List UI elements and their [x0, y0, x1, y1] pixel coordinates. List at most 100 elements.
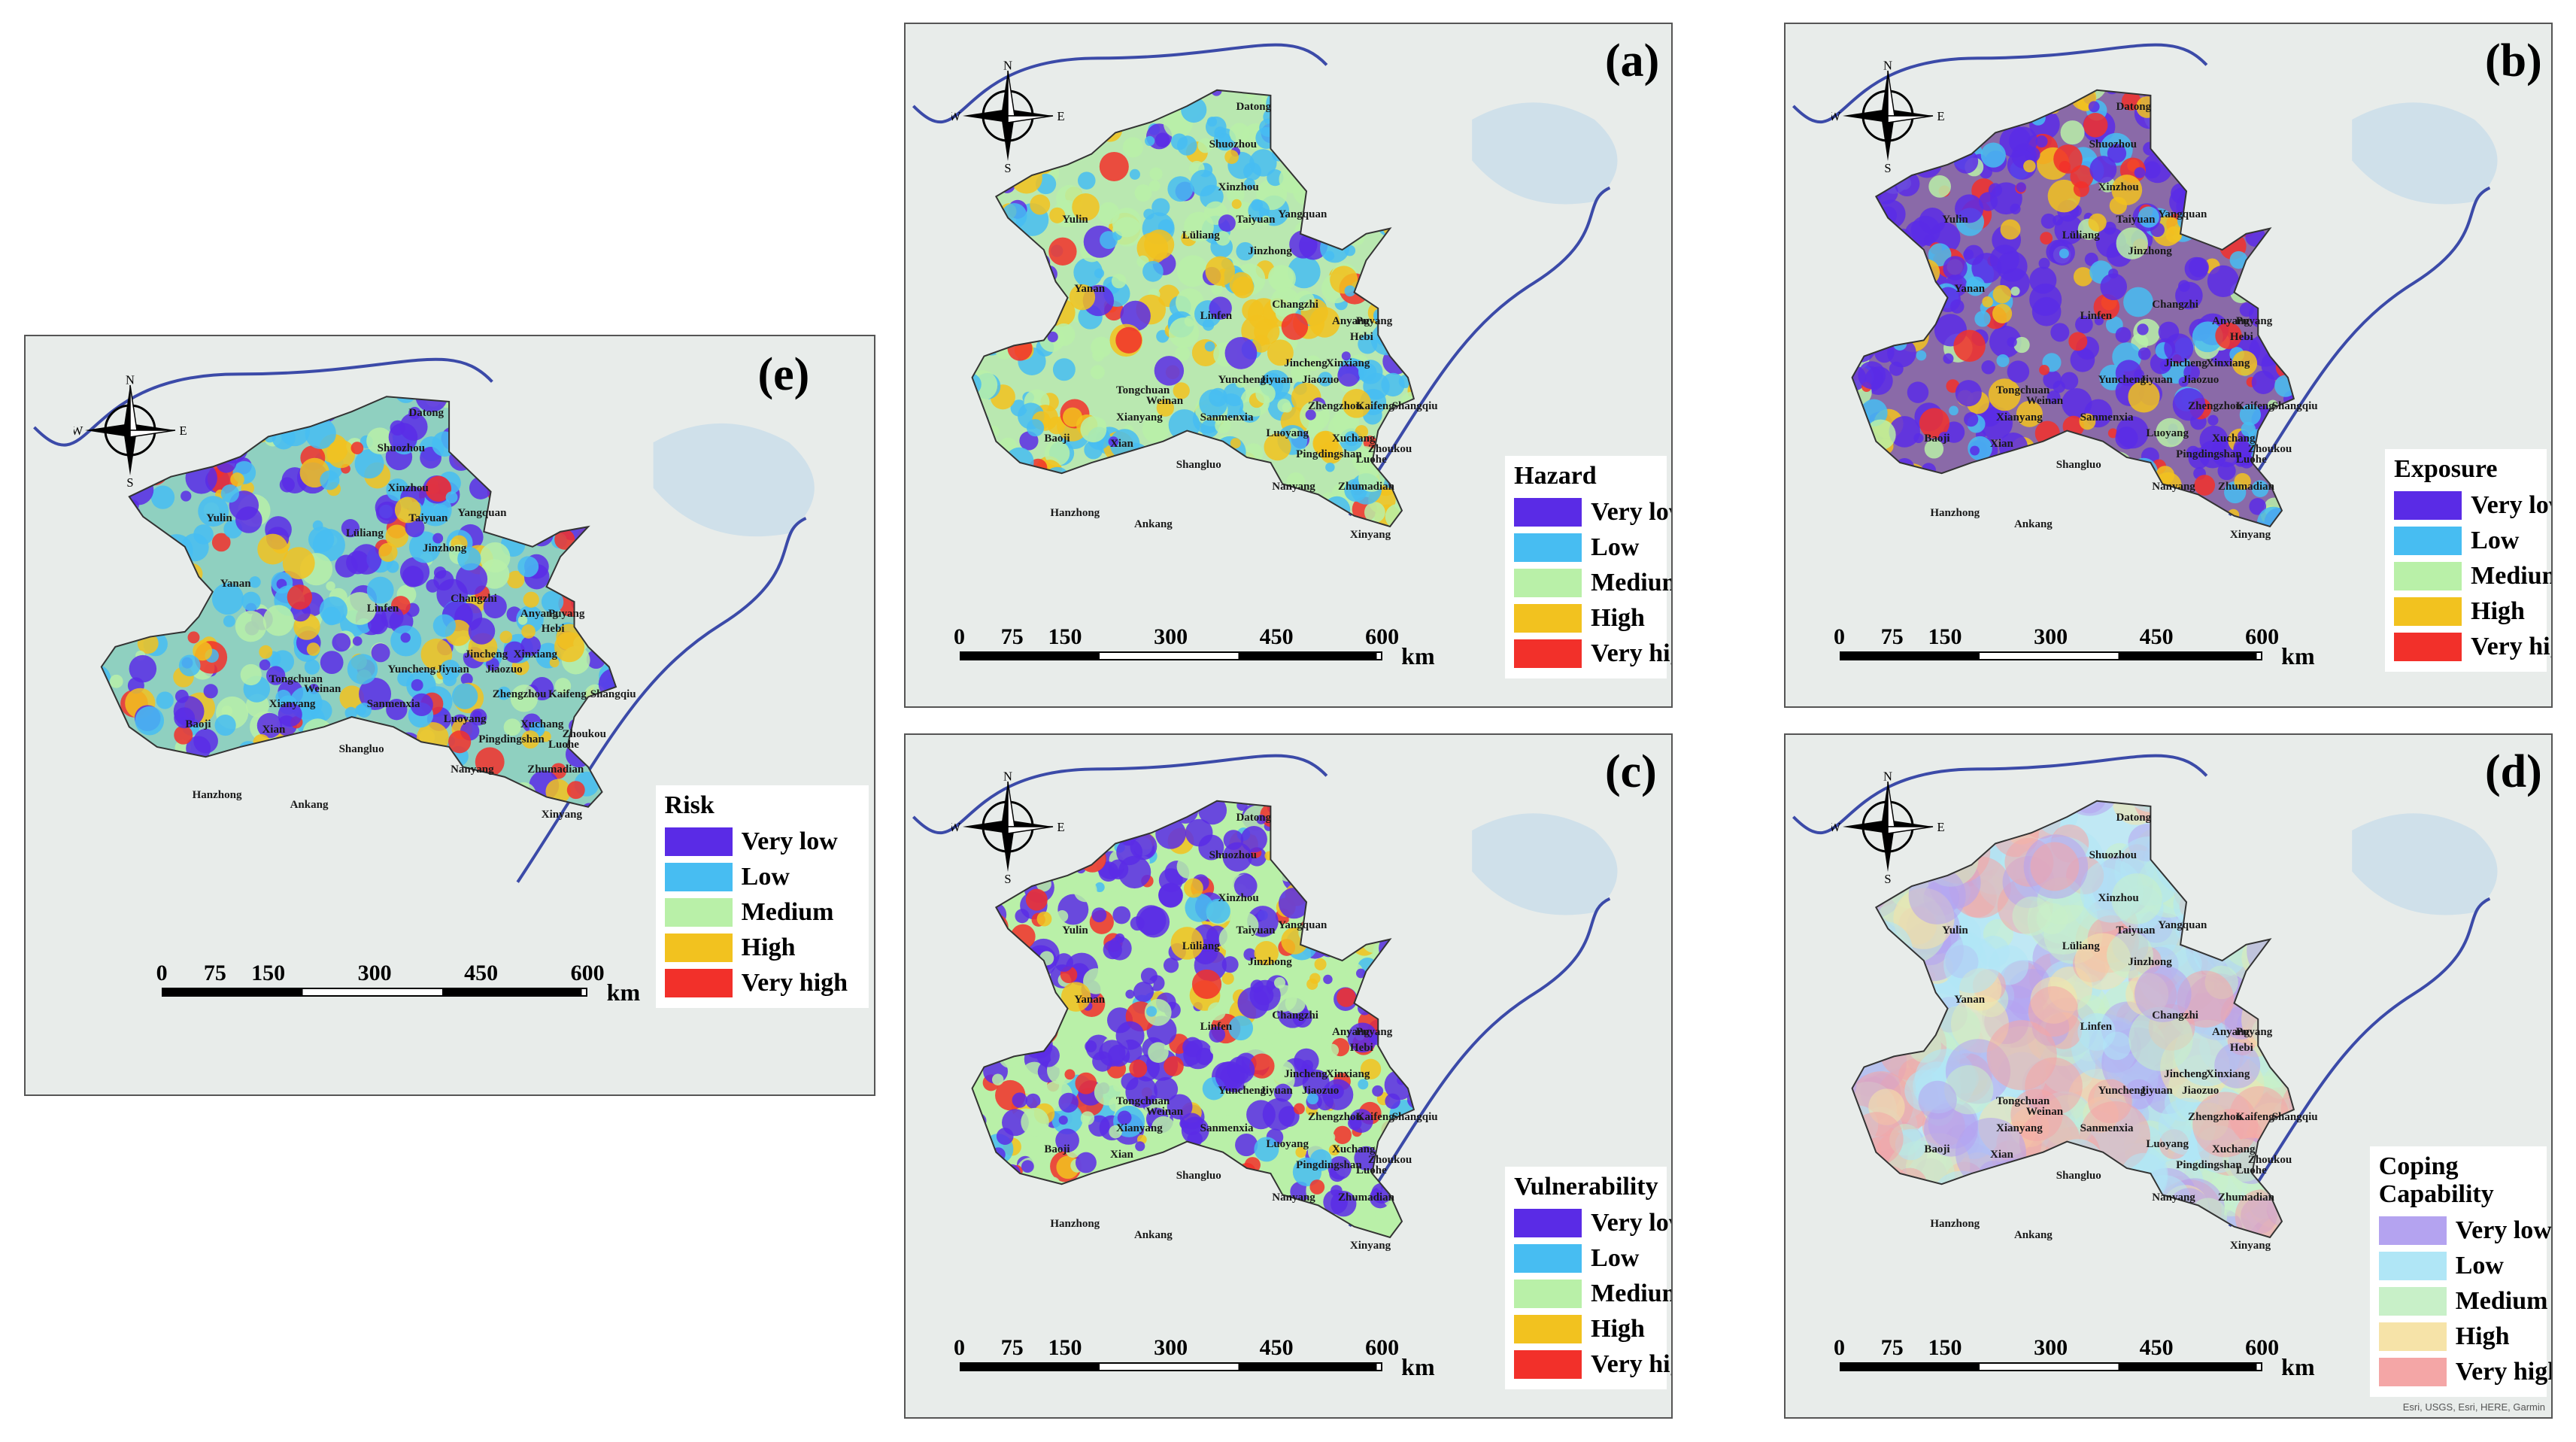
legend-label: Medium [2471, 561, 2551, 590]
city-label: Datong [408, 406, 445, 419]
city-label: Kaifeng [2235, 400, 2274, 413]
scale-bar-graphic [959, 1362, 1382, 1372]
map-canvas [906, 735, 1671, 1417]
city-label: Jincheng [464, 648, 508, 660]
legend-item: Very high [2394, 629, 2551, 664]
city-label: Yuncheng [1218, 373, 1267, 386]
svg-text:S: S [1004, 872, 1011, 883]
legend-item: High [1514, 600, 1656, 636]
city-label: Jincheng [1284, 357, 1327, 370]
city-label: Luoyang [2146, 427, 2189, 439]
city-label: Nanyang [2152, 1191, 2195, 1204]
legend-swatch [1514, 1208, 1582, 1237]
city-label: Xinyang [2229, 1239, 2271, 1252]
legend-label: Medium [2455, 1286, 2548, 1315]
city-label: Shangluo [2056, 1170, 2101, 1182]
city-label: Xianyang [1996, 1122, 2043, 1134]
legend-swatch [664, 933, 733, 962]
city-label: Yangquan [457, 507, 507, 520]
study-region-outline [1851, 800, 2295, 1239]
city-label: Ankang [1133, 518, 1173, 530]
svg-text:W: W [951, 109, 961, 123]
city-label: Zhengzhou [2188, 400, 2242, 413]
city-label: Puyang [1355, 1025, 1393, 1038]
city-label: Yuncheng [2098, 373, 2147, 386]
city-label: Ankang [1133, 1228, 1173, 1241]
legend-item: Low [664, 859, 858, 894]
city-label: Nanyang [1272, 480, 1315, 493]
scale-tick-label: 150 [1048, 1335, 1082, 1361]
scale-bar: 0 75 150 300 450 600 km [156, 961, 641, 1006]
city-label: Taiyuan [408, 512, 448, 525]
city-label: Linfen [1200, 309, 1233, 322]
city-label: Linfen [2080, 309, 2113, 322]
city-label: Shuozhou [2089, 849, 2137, 862]
city-label: Lüliang [2062, 940, 2100, 952]
map-panel-coping-capability: Datong Shuozhou Xinzhou Yulin Taiyuan Yangqua… [1784, 733, 2553, 1419]
city-label: Xinyang [1349, 528, 1391, 541]
legend-label: Low [741, 862, 790, 891]
city-label: Weinan [1145, 395, 1184, 408]
national-border-line [912, 43, 1328, 123]
city-label: Jincheng [2164, 357, 2207, 370]
scale-unit: km [2281, 1353, 2315, 1381]
svg-text:N: N [1003, 770, 1012, 784]
legend-label: Medium [1591, 568, 1671, 597]
scale-unit: km [2281, 642, 2315, 670]
scale-unit: km [1401, 1353, 1435, 1381]
scale-tick-label: 0 [156, 961, 168, 986]
legend-label: Very low [741, 827, 838, 855]
sea-area [2352, 102, 2498, 205]
city-label: Yangquan [2158, 208, 2207, 220]
city-label: Luoyang [443, 713, 487, 726]
national-border-line [33, 357, 493, 447]
city-label: Tongchuan [1116, 1095, 1170, 1107]
legend-label: High [2455, 1322, 2510, 1350]
city-label: Zhoukou [2247, 1154, 2292, 1167]
legend-swatch [2378, 1322, 2447, 1351]
legend-item: Very low [2378, 1213, 2551, 1248]
city-label: Xianyang [269, 698, 316, 711]
scale-tick-label: 0 [1834, 624, 1846, 650]
svg-text:N: N [1003, 59, 1012, 73]
scale-tick-label: 300 [1154, 1335, 1188, 1361]
legend-item: Very low [1514, 1205, 1671, 1240]
legend-title: Exposure [2394, 454, 2498, 483]
sea-area [2352, 813, 2498, 915]
city-label: Xianyang [1116, 411, 1163, 423]
city-label: Luohe [2235, 454, 2267, 466]
scale-bar: 0 75 150 300 450 600 km [1834, 624, 2315, 669]
city-label: Hebi [541, 623, 565, 636]
city-label: Kaifeng [1355, 1111, 1394, 1124]
city-label: Jincheng [2164, 1068, 2207, 1081]
scale-tick-label: 75 [1880, 624, 1904, 650]
city-label: Kaifeng [548, 688, 587, 700]
north-arrow-compass-icon: N S E W [1828, 770, 1944, 887]
city-label: Anyang [1332, 314, 1370, 327]
panel-label: (b) [2485, 35, 2542, 87]
city-label: Datong [2116, 101, 2152, 114]
city-label: Xinyang [541, 809, 582, 821]
scale-tick-label: 75 [1000, 624, 1024, 650]
city-label: Zhumadian [2217, 480, 2275, 493]
legend-swatch [2394, 526, 2462, 555]
city-label: Xuchang [1332, 432, 1376, 445]
city-label: Xinzhou [387, 482, 429, 495]
city-label: Xuchang [2212, 432, 2256, 445]
city-label: Xuchang [520, 718, 564, 731]
scale-tick-label: 450 [2139, 624, 2174, 650]
scale-tick-label: 300 [1154, 624, 1188, 650]
svg-text:N: N [126, 374, 135, 387]
city-label: Luohe [1355, 454, 1387, 466]
legend-label: Very low [1591, 497, 1671, 526]
legend-swatch [2378, 1286, 2447, 1316]
city-label: Yulin [1062, 213, 1088, 226]
city-label: Zhumadian [527, 764, 584, 776]
city-label: Xian [1990, 438, 2013, 451]
city-label: Jinzhong [1248, 956, 1292, 969]
city-label: Xian [1110, 438, 1133, 451]
city-label: Luohe [548, 738, 579, 751]
city-label: Xinxiang [2206, 357, 2250, 370]
north-arrow-compass-icon: N S E W [1828, 59, 1944, 176]
legend-item: Low [1514, 1240, 1656, 1276]
